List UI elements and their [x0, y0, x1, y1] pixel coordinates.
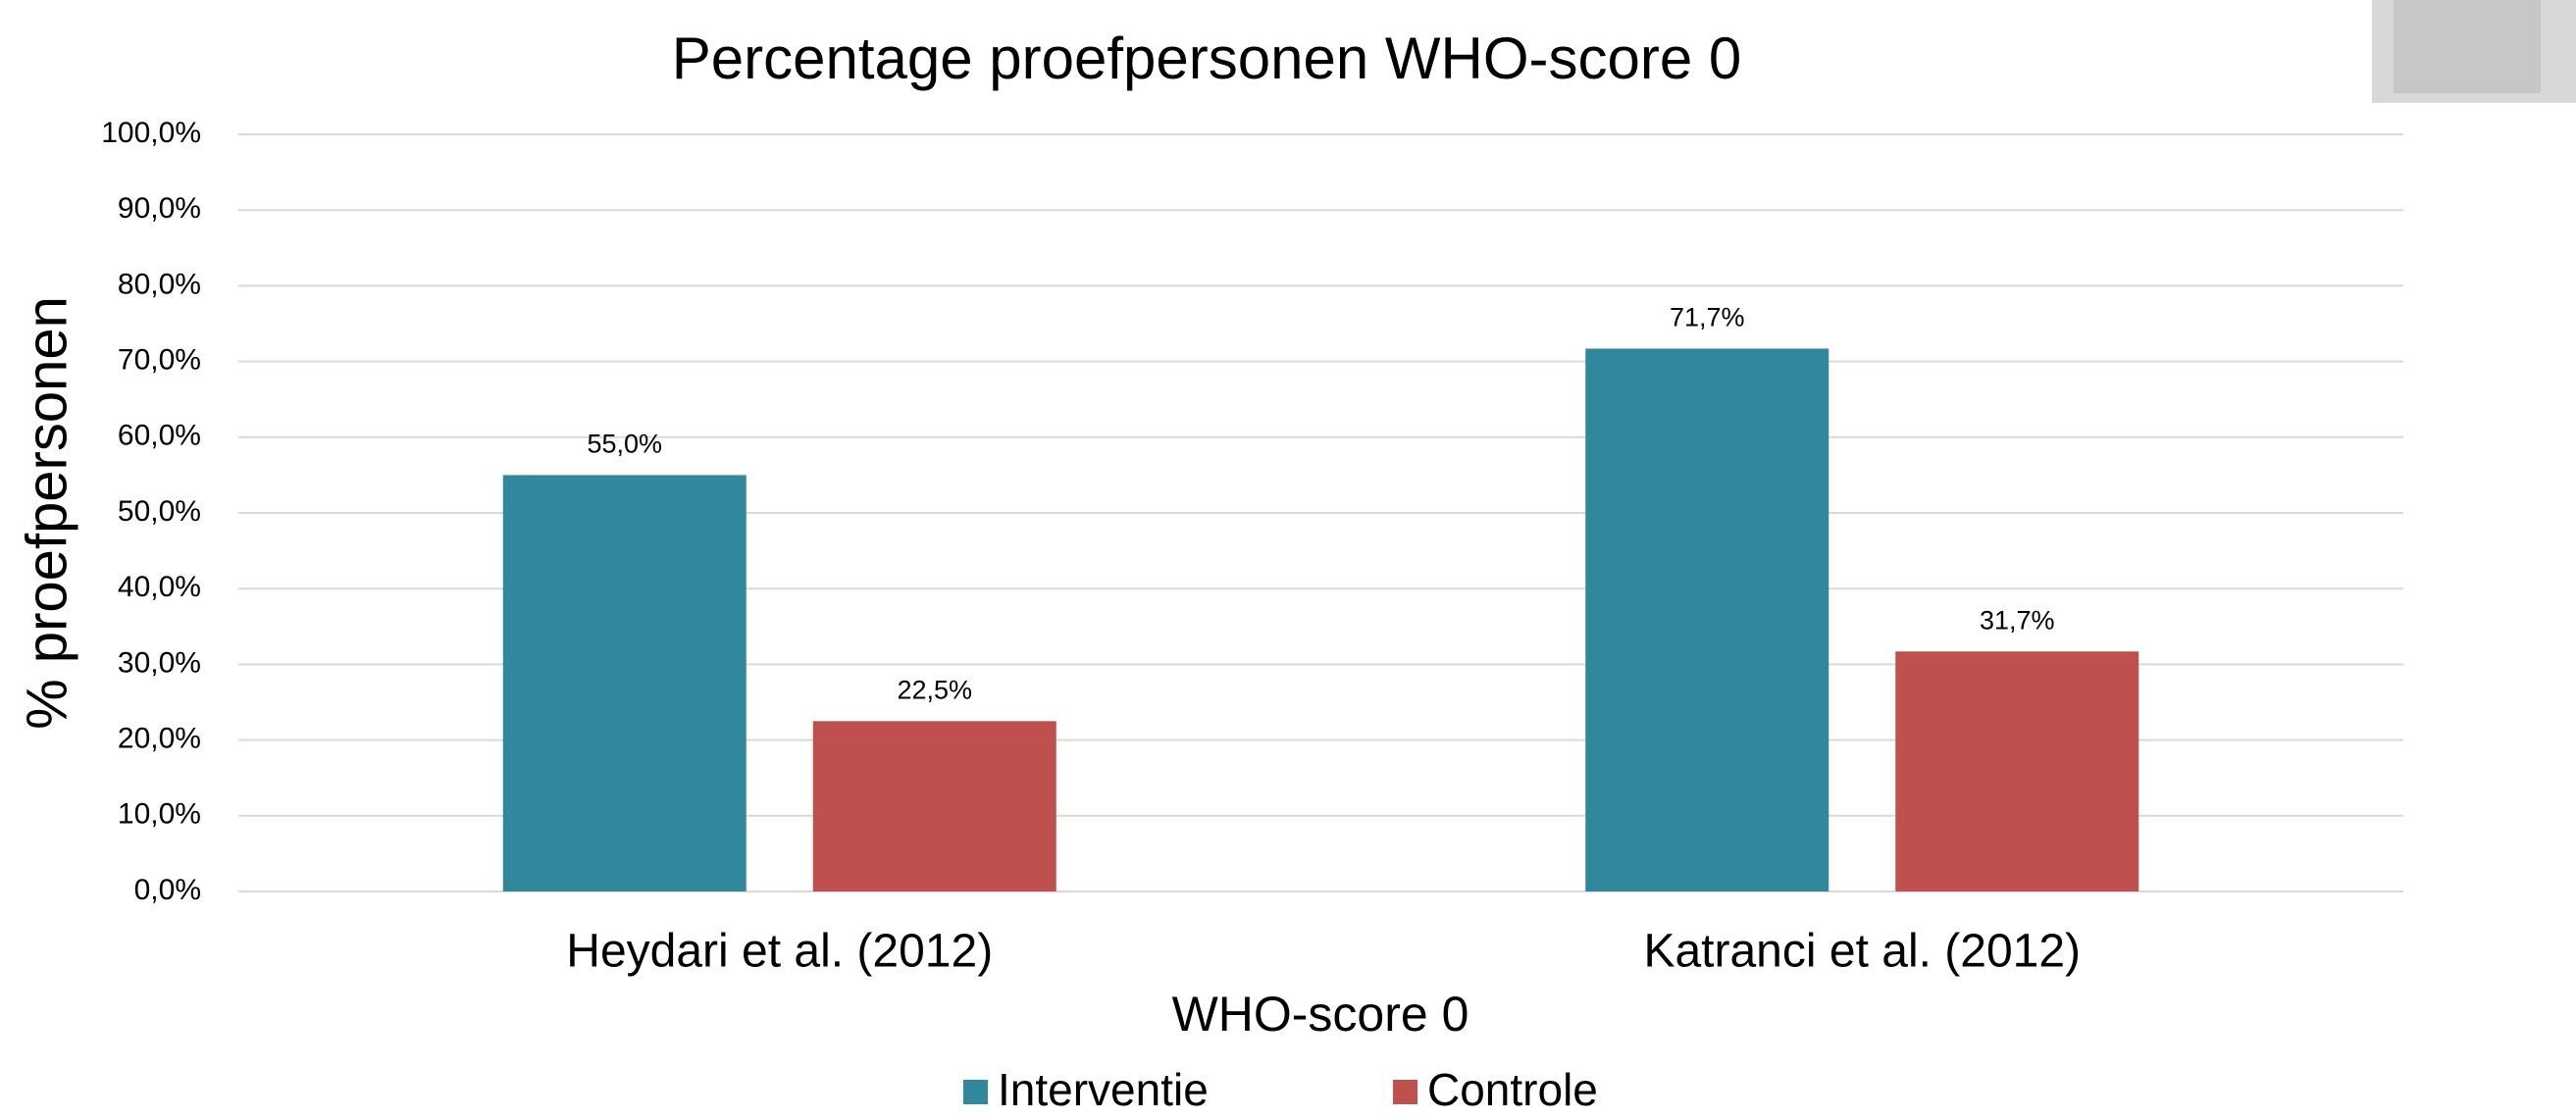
y-tick-label: 10,0%: [118, 798, 201, 831]
data-label: 31,7%: [1980, 605, 2055, 635]
y-axis-title: % proefpersonen: [15, 296, 78, 730]
legend-swatch: [1393, 1080, 1417, 1104]
legend-label: Controle: [1427, 1064, 1598, 1115]
y-tick-label: 100,0%: [101, 117, 201, 149]
y-tick-label: 60,0%: [118, 420, 201, 452]
y-tick-label: 50,0%: [118, 495, 201, 528]
legend-label: Interventie: [998, 1064, 1209, 1115]
legend-swatch: [963, 1080, 988, 1104]
bar: [813, 721, 1056, 891]
x-axis-title: WHO-score 0: [1172, 987, 1469, 1042]
data-label: 55,0%: [587, 430, 662, 459]
data-label: 22,5%: [897, 675, 972, 704]
y-tick-label: 90,0%: [118, 192, 201, 225]
x-tick-label: Katranci et al. (2012): [1643, 926, 2081, 978]
chart: Percentage proefpersonen WHO-score 0 WHO…: [0, 0, 2576, 1119]
data-label: 71,7%: [1670, 303, 1745, 332]
y-tick-label: 30,0%: [118, 646, 201, 679]
chart-title: Percentage proefpersonen WHO-score 0: [672, 25, 1742, 91]
y-tick-label: 0,0%: [134, 874, 201, 906]
bar: [1895, 651, 2138, 891]
y-tick-label: 80,0%: [118, 268, 201, 300]
thumbnail-detail: [2394, 0, 2541, 93]
y-tick-label: 20,0%: [118, 723, 201, 755]
x-tick-label: Heydari et al. (2012): [566, 926, 993, 978]
y-tick-label: 70,0%: [118, 344, 201, 377]
bar: [503, 475, 747, 891]
bar: [1585, 348, 1829, 891]
y-tick-label: 40,0%: [118, 571, 201, 603]
